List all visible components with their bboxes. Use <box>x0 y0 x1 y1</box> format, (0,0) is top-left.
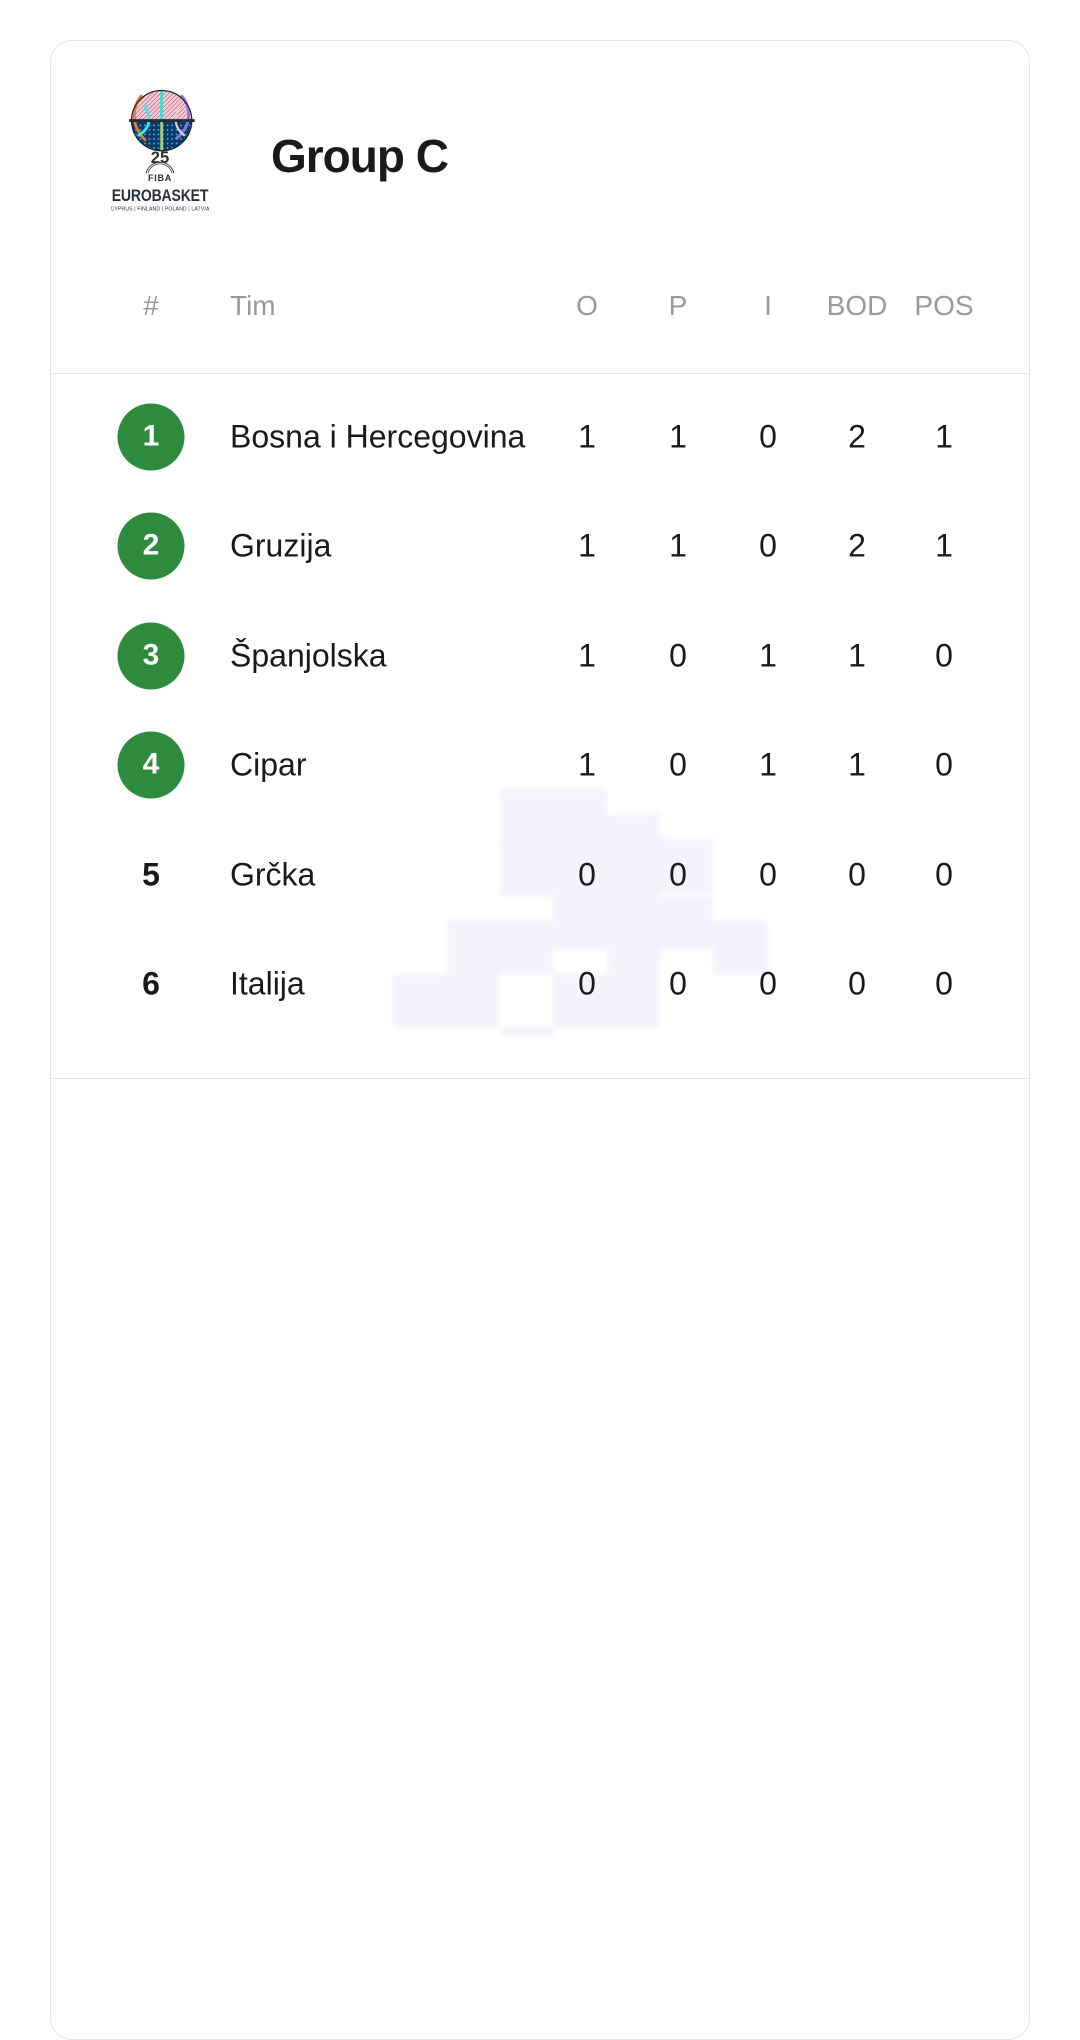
svg-text:FIBA: FIBA <box>148 173 172 183</box>
svg-text:CYPRUS | FINLAND | POLAND | LA: CYPRUS | FINLAND | POLAND | LATVIA <box>111 207 209 213</box>
svg-text:EUROBASKET: EUROBASKET <box>112 186 209 205</box>
